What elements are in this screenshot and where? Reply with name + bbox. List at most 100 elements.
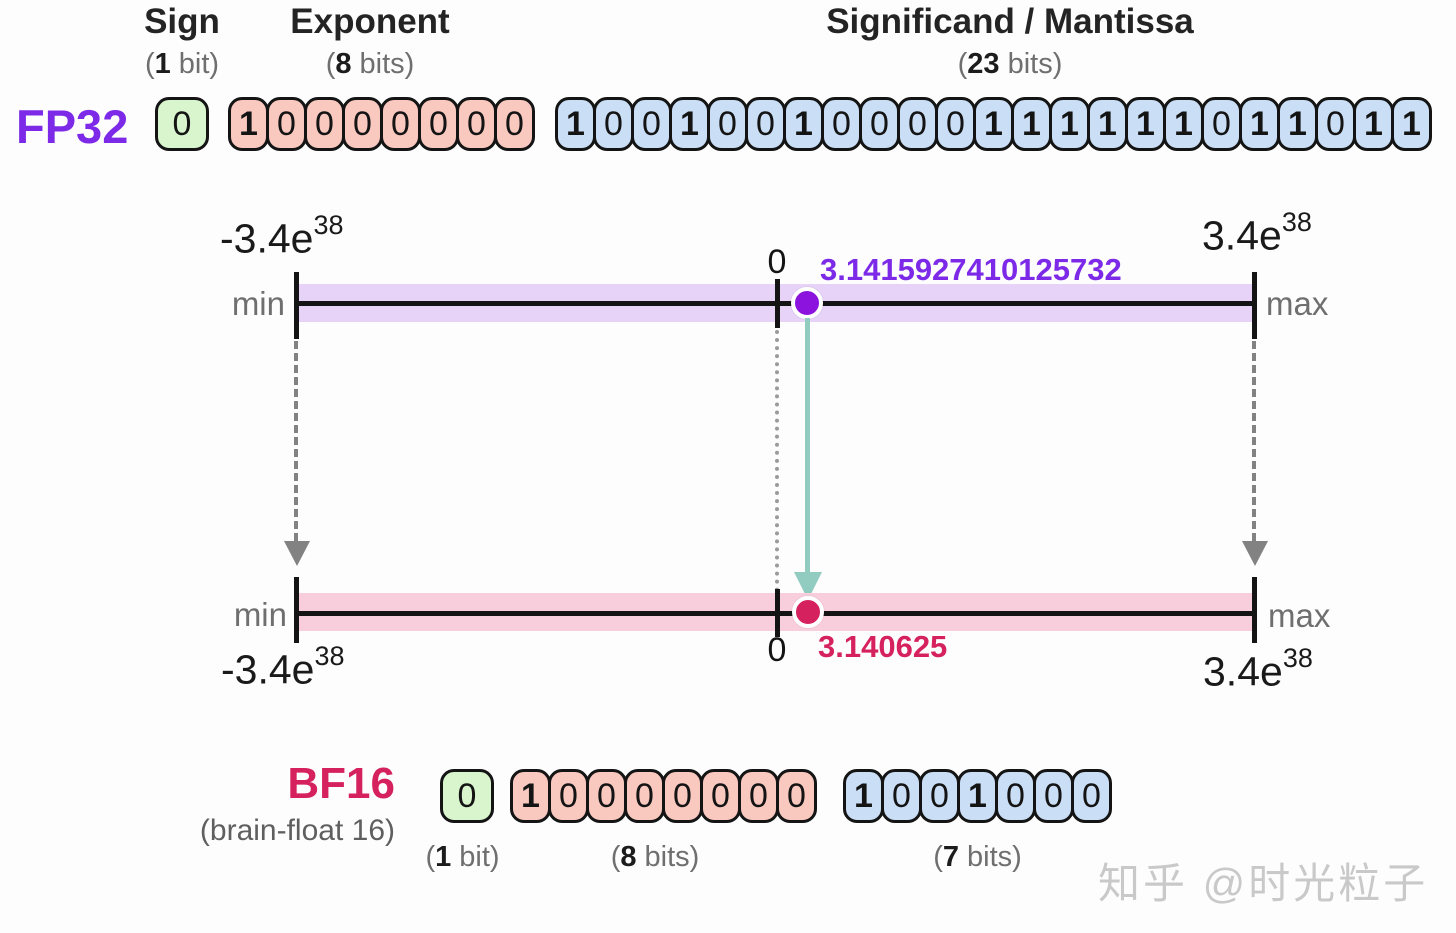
bit-cell: 1 — [228, 97, 269, 151]
bit-unit: bits) — [1007, 48, 1063, 80]
bit-cell: 0 — [304, 97, 345, 151]
bit-unit: bits) — [967, 841, 1022, 873]
bf16-pi-point — [792, 596, 824, 628]
exponent-column-caption: (8 bits) — [250, 48, 490, 81]
bit-cell: 1 — [669, 97, 710, 151]
bit-cell: 0 — [1071, 769, 1112, 823]
bit-count: 1 — [154, 48, 171, 80]
bit-count: 8 — [335, 48, 352, 80]
bf16-min-tick — [294, 577, 299, 643]
fp32-pi-value: 3.1415927410125732 — [820, 252, 1122, 287]
bit-cell: 1 — [1163, 97, 1204, 151]
bf16-mantissa-caption: (7 bits) — [855, 841, 1100, 874]
bit-cell: 0 — [859, 97, 900, 151]
bit-cell: 1 — [973, 97, 1014, 151]
bit-cell: 0 — [919, 769, 960, 823]
bit-cell: 1 — [1353, 97, 1394, 151]
bf16-max-range-value: 3.4e38 — [1203, 643, 1313, 695]
bit-cell: 0 — [440, 769, 494, 823]
bit-cell: 1 — [555, 97, 596, 151]
bit-cell: 1 — [510, 769, 551, 823]
bit-cell: 1 — [1087, 97, 1128, 151]
min-mapping-arrowhead-icon — [284, 541, 310, 566]
min-mapping-dashed-line — [294, 341, 298, 541]
bit-cell: 1 — [783, 97, 824, 151]
fp32-sign-bits: 0 — [155, 97, 209, 151]
fp32-zero-tick — [775, 279, 780, 328]
bit-cell: 1 — [1125, 97, 1166, 151]
bit-cell: 0 — [995, 769, 1036, 823]
bit-cell: 1 — [957, 769, 998, 823]
bit-cell: 0 — [1033, 769, 1074, 823]
sign-column-caption: (1 bit) — [102, 48, 262, 81]
bf16-sign-caption: (1 bit) — [390, 841, 535, 874]
bit-cell: 0 — [776, 769, 817, 823]
fp32-max-range-value: 3.4e38 — [1202, 207, 1312, 259]
bit-cell: 0 — [380, 97, 421, 151]
paren: ( — [144, 48, 155, 80]
bit-cell: 1 — [1239, 97, 1280, 151]
bit-cell: 0 — [1315, 97, 1356, 151]
bit-cell: 0 — [821, 97, 862, 151]
bf16-exponent-caption: (8 bits) — [535, 841, 775, 874]
bit-cell: 1 — [1049, 97, 1090, 151]
bit-cell: 0 — [593, 97, 634, 151]
max-mapping-arrowhead-icon — [1242, 541, 1268, 566]
bf16-format-label-block: BF16 (brain-float 16) — [140, 762, 395, 848]
sign-column-title: Sign — [144, 2, 220, 41]
bit-unit: bits) — [644, 841, 700, 873]
bit-cell: 0 — [266, 97, 307, 151]
bit-cell: 0 — [1201, 97, 1242, 151]
bf16-format-label: BF16 — [287, 759, 395, 808]
bit-cell: 0 — [342, 97, 383, 151]
bit-count: 23 — [967, 48, 1000, 80]
bit-cell: 0 — [586, 769, 627, 823]
bit-cell: 0 — [707, 97, 748, 151]
exponent-column-title: Exponent — [290, 2, 450, 41]
watermark-text: 知乎 @时光粒子 — [1098, 860, 1429, 907]
zero-alignment-dotted-line — [775, 330, 779, 592]
bit-cell: 0 — [700, 769, 741, 823]
bit-unit: bit) — [459, 841, 500, 873]
bit-cell: 0 — [494, 97, 535, 151]
value-cast-arrow-line — [805, 318, 810, 574]
bf16-zero-tick — [775, 589, 780, 637]
bit-unit: bit) — [178, 48, 220, 80]
bit-cell: 1 — [1277, 97, 1318, 151]
bf16-min-label: min — [233, 596, 287, 633]
paren: ( — [933, 841, 943, 873]
fp32-format-label: FP32 — [16, 100, 129, 153]
bit-cell: 0 — [418, 97, 459, 151]
bit-cell: 0 — [935, 97, 976, 151]
bit-cell: 0 — [662, 769, 703, 823]
fp32-min-tick — [294, 272, 299, 339]
bit-count: 1 — [435, 841, 452, 873]
bit-cell: 0 — [456, 97, 497, 151]
bit-cell: 0 — [881, 769, 922, 823]
bit-cell: 1 — [1011, 97, 1052, 151]
bit-count: 7 — [942, 841, 959, 873]
bf16-format-subtitle: (brain-float 16) — [199, 814, 395, 847]
paren: ( — [425, 841, 436, 873]
mantissa-column-caption: (23 bits) — [760, 48, 1260, 81]
fp32-zero-label: 0 — [767, 243, 787, 281]
max-mapping-dashed-line — [1252, 341, 1256, 541]
bit-cell: 0 — [548, 769, 589, 823]
paren: ( — [610, 841, 621, 873]
bf16-zero-label: 0 — [767, 631, 787, 669]
fp32-pi-point — [791, 287, 823, 319]
fp32-max-label: max — [1266, 285, 1329, 322]
paren: ( — [325, 48, 336, 80]
bit-cell: 0 — [624, 769, 665, 823]
bit-cell: 0 — [738, 769, 779, 823]
mantissa-column-title: Significand / Mantissa — [826, 2, 1194, 41]
bf16-max-label: max — [1268, 597, 1331, 634]
bit-cell: 1 — [843, 769, 884, 823]
bit-cell: 1 — [1391, 97, 1432, 151]
bf16-max-tick — [1252, 577, 1257, 643]
